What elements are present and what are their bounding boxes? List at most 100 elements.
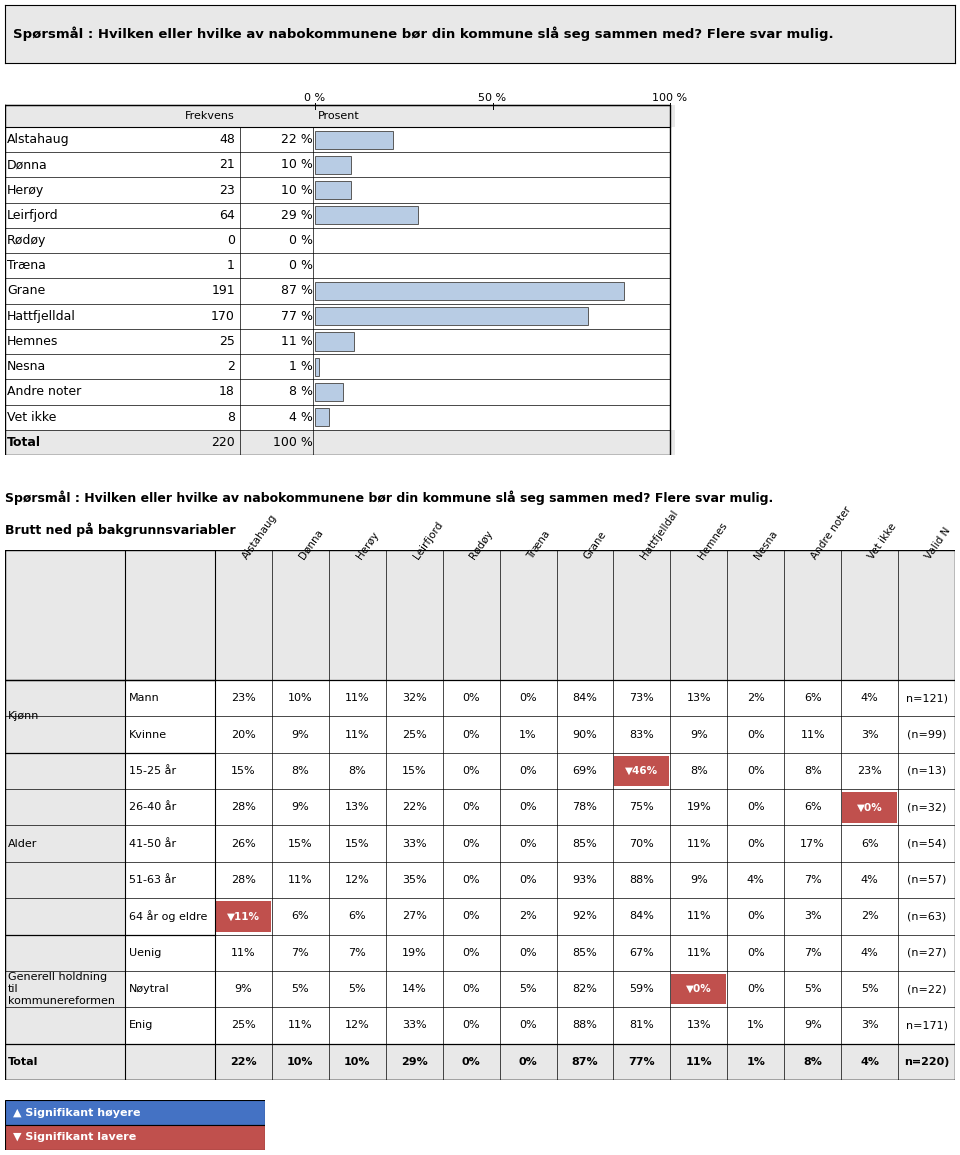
Text: 29 %: 29 % — [281, 209, 313, 222]
Text: 87%: 87% — [572, 1057, 598, 1067]
Text: Total: Total — [8, 1057, 38, 1067]
FancyBboxPatch shape — [315, 282, 624, 300]
Text: 88%: 88% — [572, 1021, 597, 1030]
Text: 11%: 11% — [345, 693, 370, 703]
FancyBboxPatch shape — [5, 1007, 955, 1044]
Text: Alstahaug: Alstahaug — [7, 133, 70, 147]
Text: 3%: 3% — [804, 911, 822, 922]
Text: 19%: 19% — [686, 803, 711, 812]
Text: 51-63 år: 51-63 år — [129, 875, 176, 885]
FancyBboxPatch shape — [5, 304, 675, 329]
Text: 0 %: 0 % — [304, 94, 325, 103]
FancyBboxPatch shape — [671, 974, 727, 1005]
Text: Herøy: Herøy — [7, 184, 44, 196]
Text: 81%: 81% — [630, 1021, 655, 1030]
Text: 3%: 3% — [861, 730, 878, 739]
Text: 50 %: 50 % — [478, 94, 507, 103]
Text: 9%: 9% — [234, 984, 252, 994]
Text: 6%: 6% — [348, 911, 366, 922]
Text: 0%: 0% — [519, 693, 537, 703]
Text: 8: 8 — [227, 411, 235, 424]
Text: 9%: 9% — [804, 1021, 822, 1030]
FancyBboxPatch shape — [5, 355, 675, 379]
Text: 0%: 0% — [463, 730, 480, 739]
Text: 8 %: 8 % — [289, 386, 313, 398]
Text: 11%: 11% — [801, 730, 825, 739]
Text: 1%: 1% — [747, 1021, 764, 1030]
Text: 100 %: 100 % — [274, 435, 313, 449]
Text: 11%: 11% — [288, 875, 313, 885]
Text: 85%: 85% — [572, 948, 597, 957]
Text: 10 %: 10 % — [281, 184, 313, 196]
Text: (n=63): (n=63) — [907, 911, 947, 922]
Text: 22%: 22% — [230, 1057, 256, 1067]
Text: 8%: 8% — [804, 1057, 822, 1067]
Text: Hemnes: Hemnes — [696, 520, 729, 560]
FancyBboxPatch shape — [5, 1044, 955, 1080]
Text: 5%: 5% — [804, 984, 822, 994]
Text: Mann: Mann — [129, 693, 159, 703]
Text: 64: 64 — [219, 209, 235, 222]
FancyBboxPatch shape — [842, 792, 897, 822]
Text: 15%: 15% — [402, 766, 426, 776]
Text: 8%: 8% — [690, 766, 708, 776]
Text: 23%: 23% — [231, 693, 255, 703]
Text: 8%: 8% — [804, 766, 822, 776]
Text: 2: 2 — [228, 360, 235, 373]
Text: 2%: 2% — [861, 911, 878, 922]
Text: 29%: 29% — [401, 1057, 427, 1067]
Text: 25: 25 — [219, 335, 235, 348]
Text: 11%: 11% — [686, 948, 711, 957]
FancyBboxPatch shape — [5, 934, 955, 971]
Text: Grane: Grane — [582, 529, 609, 560]
Text: 1%: 1% — [519, 730, 537, 739]
FancyBboxPatch shape — [5, 152, 675, 178]
Text: ▼ Signifikant lavere: ▼ Signifikant lavere — [13, 1133, 136, 1142]
FancyBboxPatch shape — [5, 1125, 265, 1150]
Text: 0 %: 0 % — [289, 259, 313, 273]
Text: (n=32): (n=32) — [907, 803, 947, 812]
Text: 4%: 4% — [747, 875, 765, 885]
FancyBboxPatch shape — [5, 202, 675, 228]
Text: 18: 18 — [219, 386, 235, 398]
Text: 90%: 90% — [572, 730, 597, 739]
Text: 6%: 6% — [861, 839, 878, 849]
Text: 5%: 5% — [519, 984, 537, 994]
Text: 0%: 0% — [462, 1057, 481, 1067]
FancyBboxPatch shape — [5, 379, 675, 404]
Text: Vet ikke: Vet ikke — [867, 521, 899, 560]
Text: 32%: 32% — [402, 693, 426, 703]
Text: 5%: 5% — [861, 984, 878, 994]
Text: 8%: 8% — [348, 766, 366, 776]
Text: Dønna: Dønna — [7, 158, 48, 171]
Text: 0%: 0% — [463, 984, 480, 994]
Text: Andre noter: Andre noter — [7, 386, 82, 398]
Text: (n=99): (n=99) — [907, 730, 947, 739]
Text: 84%: 84% — [572, 693, 597, 703]
Text: Kjønn: Kjønn — [8, 711, 39, 722]
Text: Hattfjelldal: Hattfjelldal — [639, 508, 681, 560]
Text: Rødøy: Rødøy — [7, 234, 46, 247]
FancyBboxPatch shape — [5, 178, 675, 202]
Text: 25%: 25% — [402, 730, 426, 739]
Text: 0%: 0% — [518, 1057, 538, 1067]
Text: 11%: 11% — [686, 911, 711, 922]
Text: 23%: 23% — [857, 766, 882, 776]
Text: 15-25 år: 15-25 år — [129, 766, 176, 776]
Text: 25%: 25% — [231, 1021, 255, 1030]
Text: 28%: 28% — [231, 875, 256, 885]
Text: 35%: 35% — [402, 875, 426, 885]
FancyBboxPatch shape — [5, 253, 675, 278]
FancyBboxPatch shape — [5, 971, 955, 1007]
Text: 4 %: 4 % — [289, 411, 313, 424]
Text: 5%: 5% — [348, 984, 366, 994]
Text: Grane: Grane — [7, 284, 45, 298]
Text: 0%: 0% — [519, 839, 537, 849]
FancyBboxPatch shape — [315, 358, 319, 375]
Text: 0: 0 — [227, 234, 235, 247]
Text: Enig: Enig — [129, 1021, 154, 1030]
FancyBboxPatch shape — [5, 105, 675, 127]
Text: n=171): n=171) — [905, 1021, 948, 1030]
FancyBboxPatch shape — [5, 404, 675, 430]
Text: 17%: 17% — [801, 839, 825, 849]
